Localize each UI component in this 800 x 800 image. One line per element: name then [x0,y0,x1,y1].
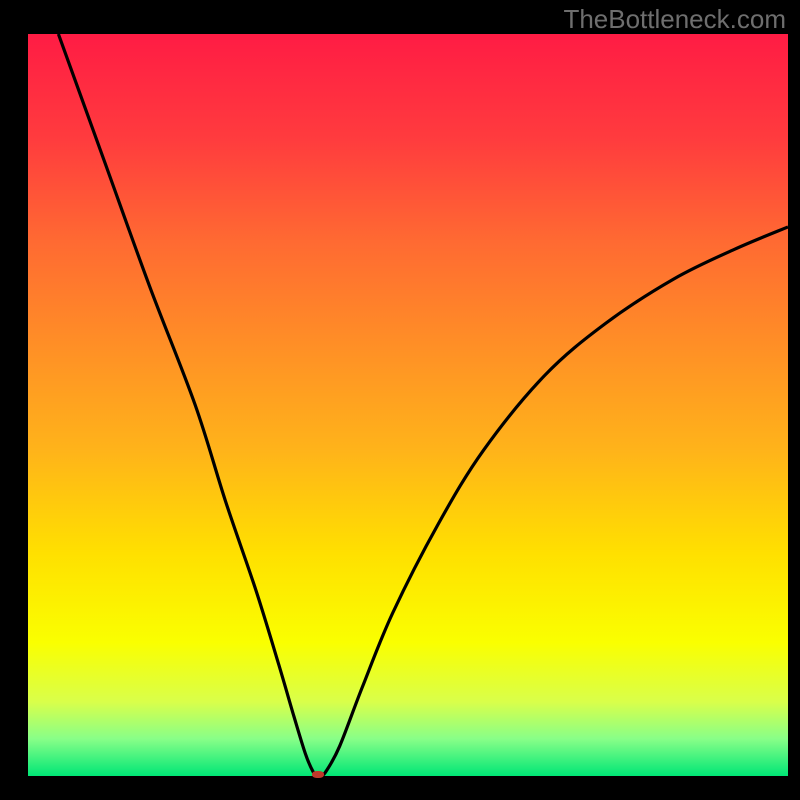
chart-frame: TheBottleneck.com [0,0,800,800]
plot-area [28,34,788,776]
minimum-marker [312,771,324,778]
curve-path [58,34,788,775]
bottleneck-curve [28,34,788,776]
watermark-text: TheBottleneck.com [563,4,786,35]
